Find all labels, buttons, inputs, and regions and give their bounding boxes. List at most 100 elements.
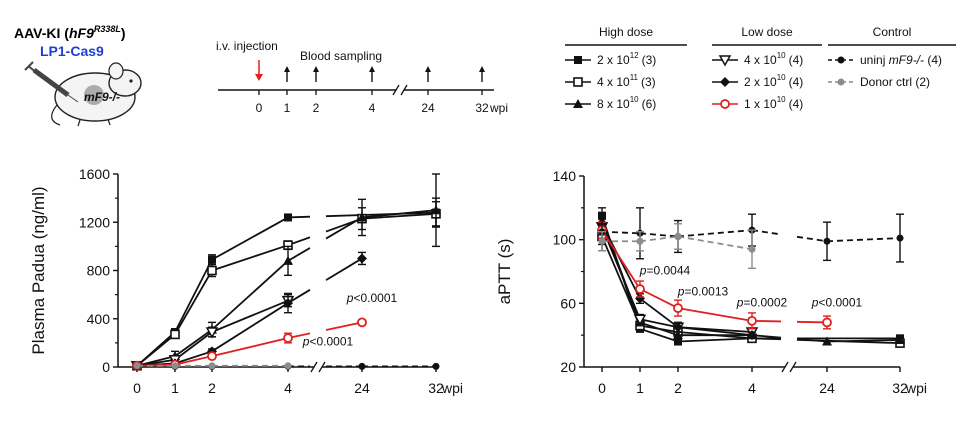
- x-tick-label: 1: [636, 380, 644, 396]
- legend-n: (4): [789, 97, 804, 111]
- timeline-tick-label: 24: [421, 101, 435, 115]
- legend-marker: [837, 56, 845, 64]
- data-point: [673, 330, 683, 340]
- injection-label: i.v. injection: [216, 39, 278, 53]
- legend-marker: [720, 77, 730, 87]
- series-line: [751, 229, 782, 236]
- x-tick-label: 4: [748, 380, 756, 396]
- series-line: [677, 307, 753, 322]
- model-title: AAV-KI (hF9R338L): [14, 24, 126, 41]
- data-point: [673, 322, 683, 333]
- series-open-circle-red: [597, 221, 832, 330]
- series-line: [361, 209, 437, 219]
- sampling-arrow-head: [369, 66, 375, 72]
- data-point: [208, 362, 216, 370]
- y-tick-label: 20: [560, 359, 576, 375]
- mouse-illustration: mF9-/-: [24, 61, 142, 127]
- x-unit-label: wpi: [441, 380, 463, 396]
- legend-item-label: 8 x 1010 (6): [597, 95, 656, 111]
- series-line: [796, 320, 828, 324]
- legend-item-label: 2 x 1010 (4): [744, 73, 803, 89]
- data-point: [822, 336, 832, 346]
- data-point: [636, 237, 644, 245]
- series-grey-circle-dashed: [598, 223, 756, 270]
- series-filled-diamond: [132, 251, 367, 371]
- series-filled-circle-dashed: [598, 207, 904, 263]
- data-point: [822, 317, 832, 328]
- legend-n: (2): [912, 75, 930, 89]
- sampling-arrow-head: [479, 66, 485, 72]
- series-line: [639, 232, 679, 238]
- legend-exponent: 12: [630, 51, 639, 60]
- axis-break: [392, 84, 400, 96]
- x-tick-label: 24: [354, 380, 370, 396]
- data-point: [284, 362, 292, 370]
- series-line: [639, 318, 679, 329]
- timeline-tick-label: 2: [313, 101, 320, 115]
- data-point: [208, 255, 216, 264]
- legend-n: (6): [642, 97, 657, 111]
- series-line: [751, 337, 782, 341]
- legend-dose: 4 x 10: [597, 75, 630, 89]
- series-line: [601, 236, 641, 326]
- data-point: [133, 362, 141, 370]
- x-unit-label: wpi: [905, 380, 927, 396]
- injection-arrow-head: [255, 74, 263, 81]
- data-point: [633, 314, 647, 326]
- data-point: [205, 327, 219, 339]
- legend-dose: 1 x 10: [744, 97, 777, 111]
- sampling-arrow-head: [425, 66, 431, 72]
- x-tick-label: 0: [598, 380, 606, 396]
- series-line: [174, 270, 213, 335]
- series-line: [136, 363, 176, 367]
- legend-exponent: 11: [630, 73, 639, 82]
- data-point: [673, 303, 683, 314]
- series-line: [325, 216, 363, 240]
- legend-n: (4): [789, 53, 804, 67]
- series-line: [796, 338, 828, 343]
- y-tick-label: 60: [560, 295, 576, 311]
- series-line: [325, 257, 363, 281]
- y-axis-label: Plasma Padua (ng/ml): [29, 186, 48, 354]
- series-line: [174, 259, 213, 333]
- legend-group: Control uninj mF9-/- (4) Donor ctrl (2): [828, 25, 956, 89]
- series-line: [174, 328, 213, 357]
- y-tick-label: 800: [87, 263, 111, 279]
- p-value-annotation: p=0.0002: [736, 296, 788, 310]
- x-tick-label: 0: [133, 380, 141, 396]
- y-tick-label: 1200: [79, 214, 110, 230]
- series-line: [211, 302, 289, 353]
- data-point: [674, 337, 682, 346]
- series-line: [826, 237, 901, 243]
- data-point: [598, 237, 606, 245]
- timeline-unit: wpi: [489, 101, 508, 115]
- series-line: [136, 333, 176, 367]
- legend-item-label: 1 x 1010 (4): [744, 95, 803, 111]
- data-point: [635, 284, 645, 294]
- x-tick-label: 24: [819, 380, 835, 396]
- series-open-square: [132, 201, 441, 371]
- series-line: [211, 337, 289, 358]
- series-line: [287, 247, 311, 262]
- legend-exponent: 10: [630, 95, 639, 104]
- data-point: [635, 293, 645, 304]
- legend-n: (3): [642, 53, 657, 67]
- x-tick-label: 2: [674, 380, 682, 396]
- series-line: [677, 229, 753, 238]
- legend-group-title: Low dose: [741, 25, 793, 39]
- series-line: [601, 229, 641, 290]
- p-value-annotation: p<0.0001: [302, 334, 354, 348]
- data-point: [207, 265, 217, 276]
- data-point: [283, 255, 293, 265]
- series-line: [601, 230, 641, 235]
- x-tick-label: 32: [428, 380, 444, 396]
- x-axis-break: [318, 361, 326, 373]
- data-point: [283, 298, 293, 309]
- legend-n: (4): [789, 75, 804, 89]
- y-tick-label: 0: [102, 359, 110, 375]
- legend-prefix: Donor ctrl: [860, 75, 912, 89]
